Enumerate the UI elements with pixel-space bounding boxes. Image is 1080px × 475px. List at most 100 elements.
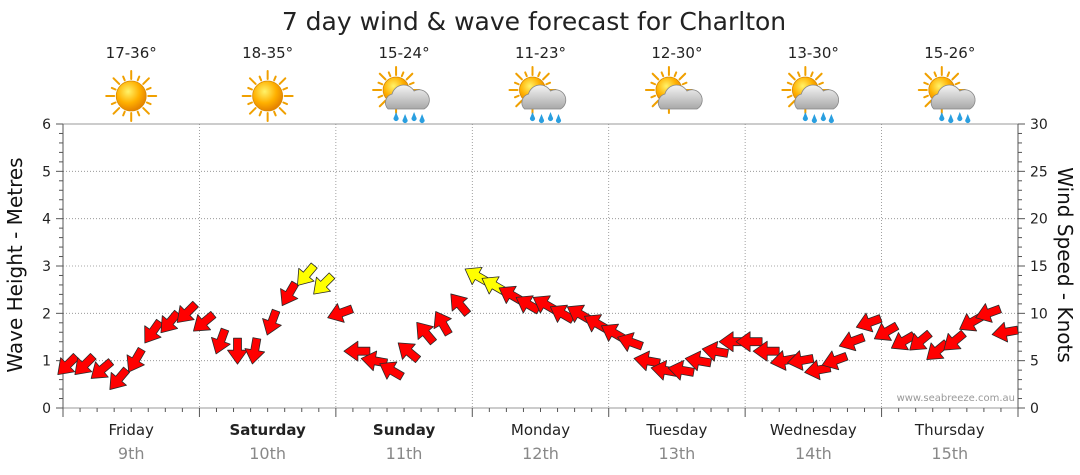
wind-arrow <box>211 327 231 355</box>
wind-arrow <box>90 358 115 379</box>
left-tick-label: 6 <box>42 117 51 133</box>
wind-arrow <box>397 342 422 364</box>
left-tick-label: 5 <box>42 164 51 180</box>
temperature-range: 15-24° <box>379 44 430 62</box>
weather-sun-cloud-rain-icon <box>508 66 567 124</box>
day-date-label: 9th <box>118 444 145 463</box>
rain-drop <box>811 114 817 123</box>
sun-ray <box>247 101 253 106</box>
wind-arrow-shape <box>379 361 405 381</box>
sun-ray <box>248 77 257 85</box>
wind-arrow <box>617 332 644 352</box>
wind-arrow-shape <box>855 312 883 333</box>
sun-ray <box>923 94 929 99</box>
sun-ray <box>524 71 528 78</box>
sun-ray <box>660 71 665 78</box>
temperature-range: 11-23° <box>515 44 566 62</box>
rain-drop <box>530 112 535 121</box>
sun-ray <box>258 75 263 82</box>
wind-arrow-shape <box>787 350 815 371</box>
rain-drop <box>828 114 834 123</box>
sun-ray <box>122 75 126 82</box>
wind-arrow-shape <box>262 308 282 336</box>
sun-ray <box>788 72 796 81</box>
sun-ray <box>405 72 414 81</box>
chart-title: 7 day wind & wave forecast for Charlton <box>282 7 786 36</box>
sun-disc <box>115 80 147 112</box>
wind-arrow <box>57 352 80 375</box>
rain-drop <box>402 114 408 123</box>
right-tick-label: 15 <box>1030 259 1048 275</box>
sun-ray <box>650 81 657 86</box>
day-date-label: 10th <box>249 444 286 463</box>
wind-arrow-shape <box>515 295 542 315</box>
temperature-range: 18-35° <box>242 44 293 62</box>
weather-sunny-icon <box>105 70 158 122</box>
credit-text: www.seabreeze.com.au <box>897 393 1015 404</box>
wind-arrow-shape <box>633 350 661 372</box>
wind-arrow-shape <box>667 360 695 381</box>
sun-ray <box>678 72 687 81</box>
sun-ray <box>673 71 678 78</box>
wind-arrow-shape <box>838 331 866 352</box>
rain-drop <box>548 112 554 122</box>
sun-disc <box>252 80 284 112</box>
day-axis: Friday 9th Saturday 10th Sunday 11th Monday 12t… <box>62 408 1019 463</box>
right-tick-label: 25 <box>1030 164 1048 180</box>
wind-arrow-shape <box>57 352 80 375</box>
sun-ray <box>788 99 796 108</box>
rain-drop <box>556 114 561 124</box>
sun-ray <box>142 77 150 85</box>
wind-arrow-shape <box>327 303 354 323</box>
rain-drop <box>948 114 954 123</box>
sun-ray <box>247 86 253 91</box>
wind-arrow-shape <box>297 262 318 286</box>
wind-arrow <box>943 329 967 351</box>
sun-ray <box>282 101 289 106</box>
left-tick-label: 0 <box>42 401 51 417</box>
sun-ray <box>400 71 405 78</box>
day-name-label: Tuesday <box>645 421 707 439</box>
sun-ray <box>681 81 688 86</box>
wind-arrow <box>752 340 780 362</box>
day-date-label: 11th <box>386 444 423 463</box>
sun-ray <box>814 72 823 81</box>
wind-arrow-shape <box>821 350 849 371</box>
wind-arrow <box>667 360 695 381</box>
wind-arrow-shape <box>397 342 422 364</box>
wind-arrow-shape <box>211 327 231 355</box>
cloud-shape <box>521 84 567 110</box>
sun-ray <box>786 81 793 86</box>
wind-arrow-shape <box>343 340 371 362</box>
right-tick-label: 0 <box>1030 401 1039 417</box>
sun-ray <box>136 75 141 82</box>
day-date-label: 14th <box>795 444 832 463</box>
day-name-label: Wednesday <box>770 421 857 439</box>
rain-drop <box>802 112 808 122</box>
wind-arrow-shape <box>873 321 900 341</box>
day-name-label: Saturday <box>229 421 306 439</box>
wind-arrow <box>821 350 849 371</box>
wind-arrow <box>633 350 661 372</box>
sun-ray <box>145 86 152 91</box>
sun-ray <box>786 94 793 99</box>
wind-arrow <box>515 295 542 315</box>
wind-arrow-series <box>57 262 1019 390</box>
wind-arrow <box>855 312 883 333</box>
temperature-range: 12-30° <box>651 44 702 62</box>
rain-drop <box>957 112 963 121</box>
right-tick-label: 10 <box>1030 306 1048 322</box>
sun-ray <box>378 72 387 81</box>
sun-ray <box>248 107 257 115</box>
right-tick-label: 5 <box>1030 354 1039 370</box>
weather-sun-cloud-icon <box>644 66 703 114</box>
wind-arrow-shape <box>90 358 115 379</box>
sun-ray <box>946 71 951 78</box>
wind-arrow-shape <box>160 309 182 334</box>
sun-ray <box>651 99 660 108</box>
sun-ray <box>278 107 287 115</box>
wind-arrow-shape <box>416 321 437 346</box>
sun-ray <box>110 86 117 91</box>
weather-sunny-icon <box>241 70 294 122</box>
sun-ray <box>112 77 121 85</box>
